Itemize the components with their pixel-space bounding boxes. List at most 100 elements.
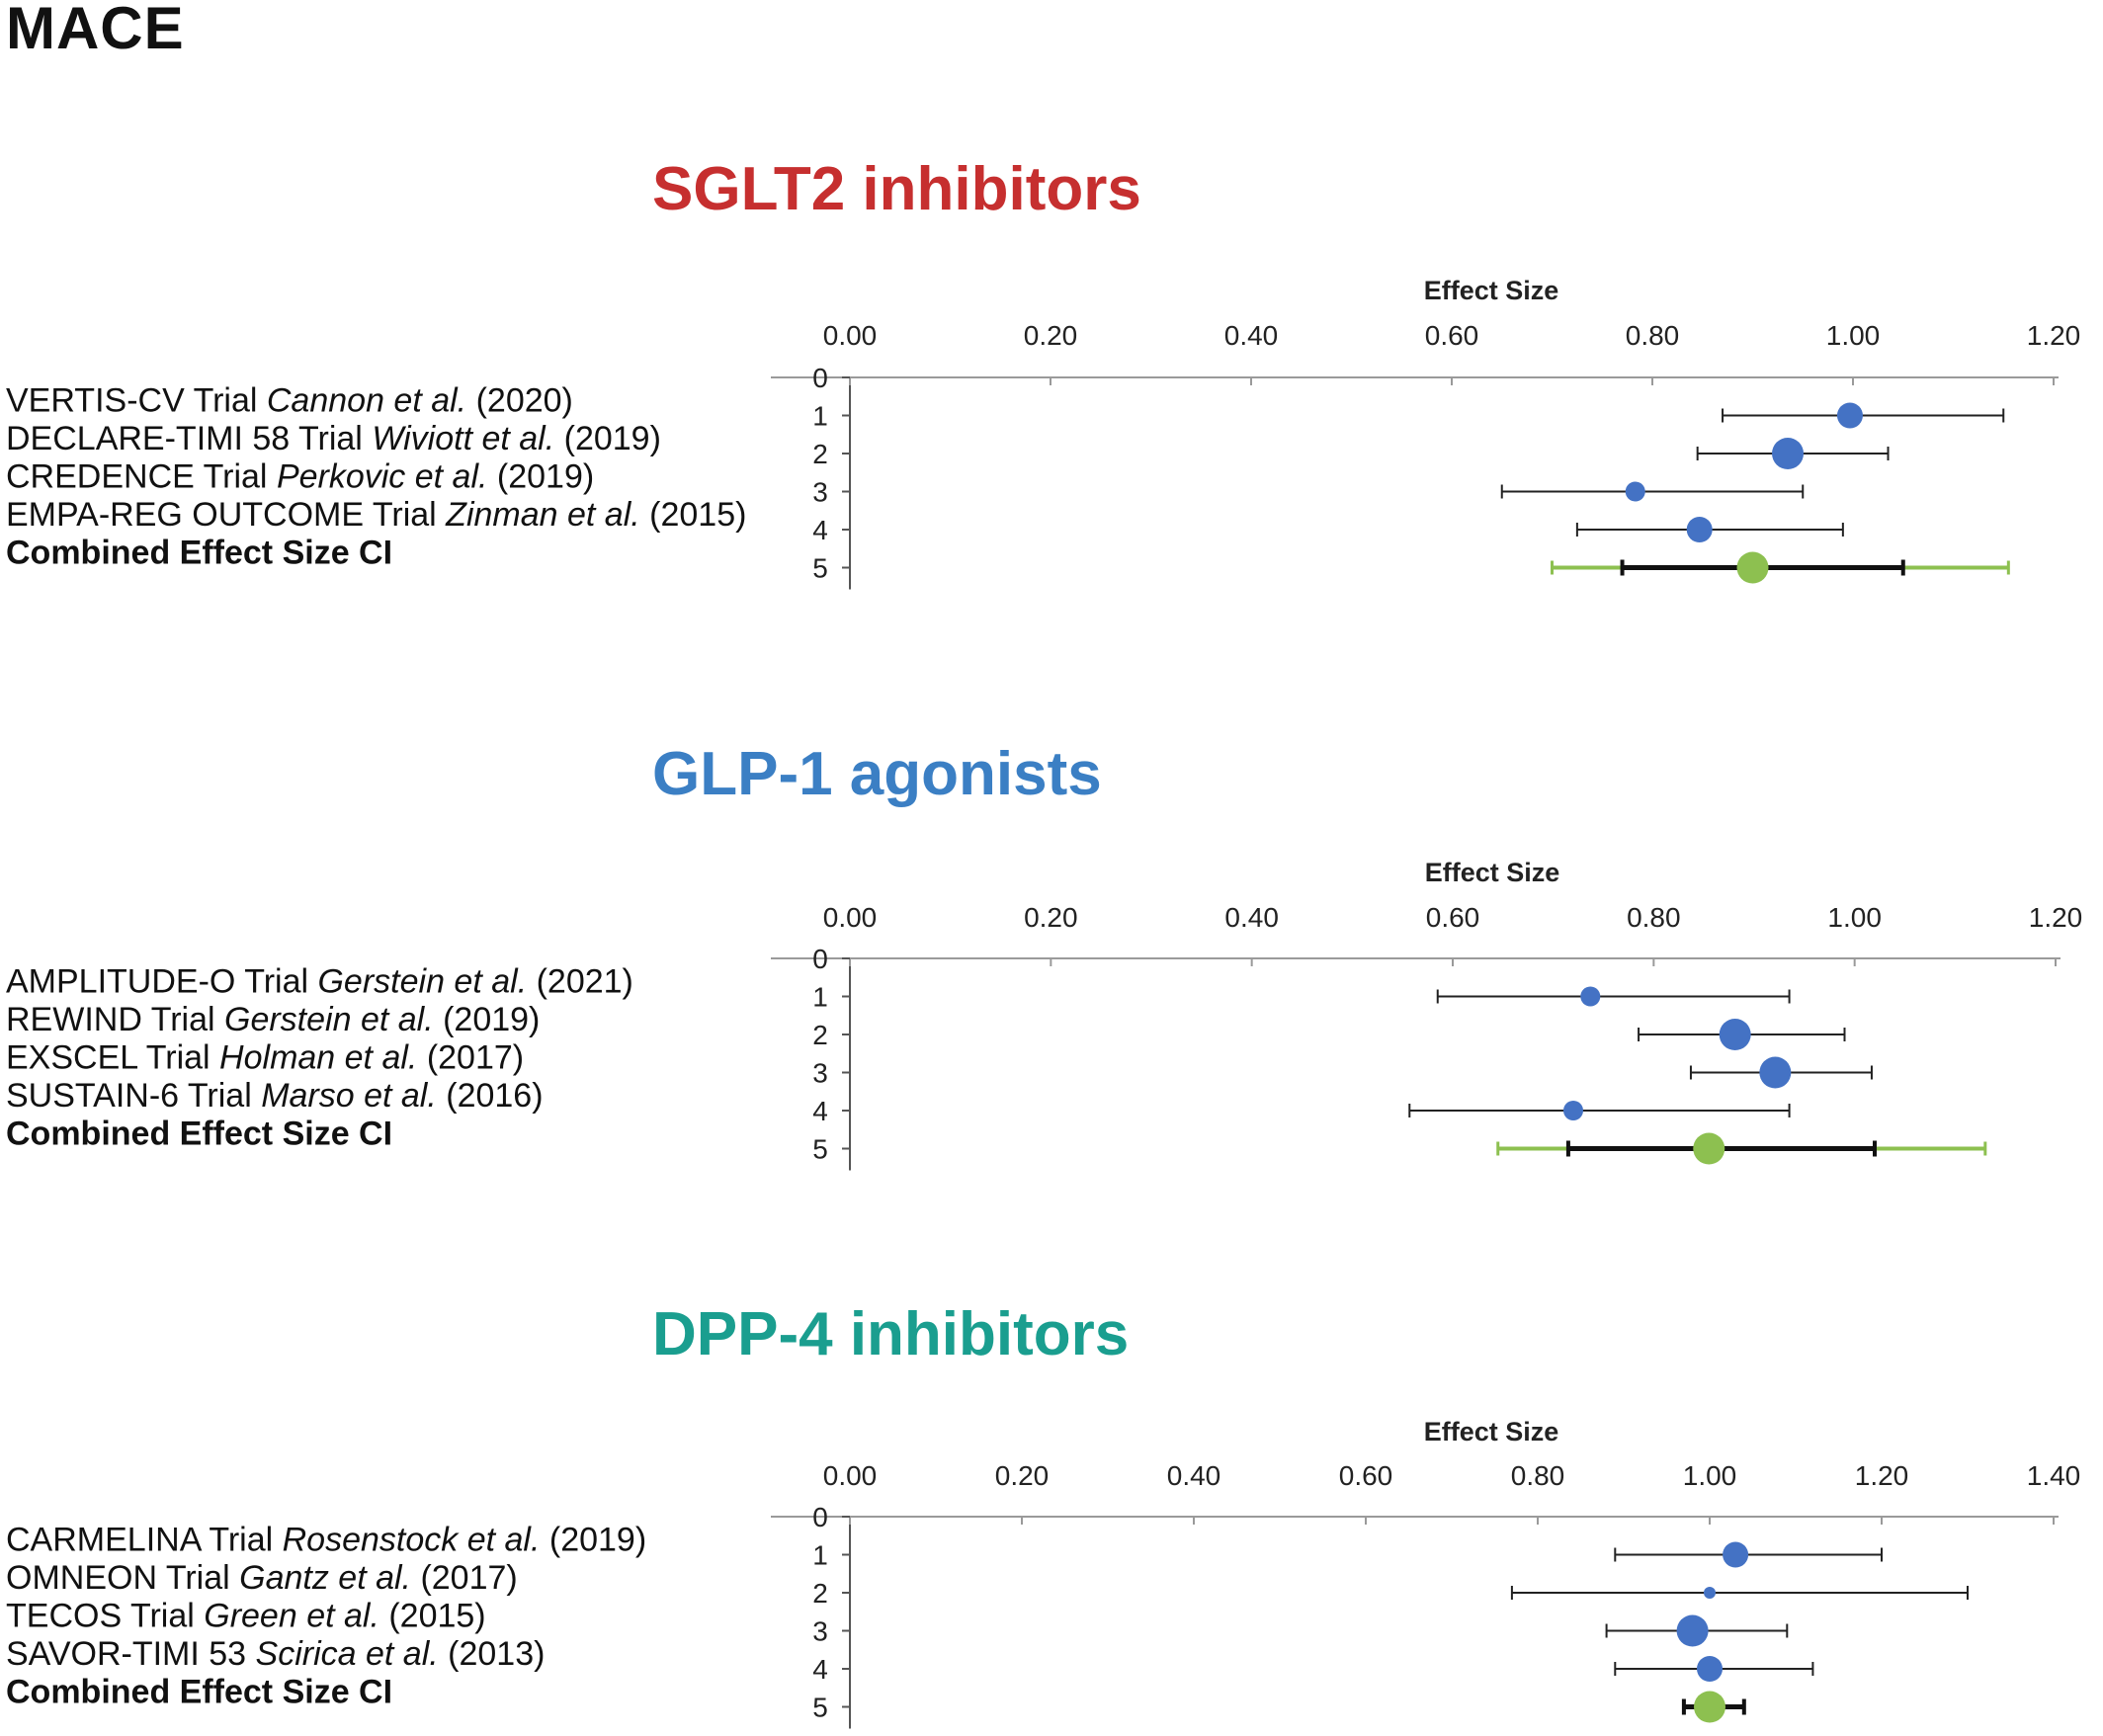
y-tick-label: 2 (812, 1020, 828, 1050)
combined-effect-point (1736, 551, 1769, 584)
label-name: OMNEON Trial (6, 1559, 239, 1597)
label-authors: Perkovic et al. (277, 458, 488, 496)
x-axis-label: Effect Size (1425, 858, 1560, 887)
x-tick-label: 0.00 (823, 1460, 878, 1491)
y-tick-label: 3 (812, 477, 828, 508)
x-tick-label: 0.80 (1626, 320, 1680, 351)
x-tick-label: 0.60 (1426, 902, 1480, 933)
effect-point (1697, 1656, 1723, 1682)
y-tick-label: 4 (812, 515, 828, 545)
x-tick-label: 0.20 (1024, 320, 1078, 351)
effect-point (1723, 1541, 1749, 1568)
label-name: SAVOR-TIMI 53 (6, 1635, 256, 1673)
label-name: EXSCEL Trial (6, 1039, 219, 1077)
label-name: Combined Effect Size CI (6, 1674, 392, 1711)
combined-row: Combined Effect Size CI (6, 1116, 1987, 1165)
study-row: REWIND Trial Gerstein et al. (2019) (6, 1001, 1846, 1050)
x-tick-label: 0.80 (1511, 1460, 1565, 1491)
study-row: AMPLITUDE-O Trial Gerstein et al. (2021) (6, 963, 1791, 1007)
panel-title: DPP-4 inhibitors (652, 1300, 1129, 1368)
combined-row: Combined Effect Size CI (6, 1674, 1746, 1723)
study-row: EMPA-REG OUTCOME Trial Zinman et al. (20… (6, 496, 1844, 542)
label-name: EMPA-REG OUTCOME Trial (6, 496, 446, 534)
label-year: (2013) (439, 1635, 546, 1673)
label-authors: Gerstein et al. (317, 963, 527, 1001)
effect-point (1836, 402, 1863, 429)
x-tick-label: 0.60 (1339, 1460, 1393, 1491)
effect-point (1759, 1056, 1792, 1089)
label-year: (2021) (527, 963, 633, 1001)
y-tick-label: 5 (812, 1134, 828, 1165)
x-tick-label: 1.20 (1855, 1460, 1909, 1491)
combined-label: Combined Effect Size CI (6, 1674, 392, 1711)
combined-label: Combined Effect Size CI (6, 1116, 392, 1153)
x-tick-label: 1.20 (2027, 320, 2081, 351)
study-label: OMNEON Trial Gantz et al. (2017) (6, 1559, 518, 1597)
label-year: (2019) (434, 1001, 541, 1038)
x-tick-label: 1.00 (1827, 902, 1882, 933)
study-row: CREDENCE Trial Perkovic et al. (2019) (6, 458, 1805, 502)
y-tick-label: 5 (812, 1693, 828, 1723)
label-name: DECLARE-TIMI 58 Trial (6, 420, 372, 457)
y-tick-label: 5 (812, 553, 828, 584)
effect-point (1719, 1019, 1751, 1050)
study-label: SAVOR-TIMI 53 Scirica et al. (2013) (6, 1635, 545, 1673)
study-label: DECLARE-TIMI 58 Trial Wiviott et al. (20… (6, 420, 661, 457)
y-tick-label: 4 (812, 1096, 828, 1126)
x-tick-label: 0.00 (823, 320, 878, 351)
effect-point (1625, 481, 1645, 502)
x-tick-label: 1.20 (2029, 902, 2083, 933)
label-authors: Rosenstock et al. (283, 1522, 541, 1559)
label-authors: Scirica et al. (256, 1635, 439, 1673)
chart-panel-1: SGLT2 inhibitors Effect Size 0.00 0.20 0.40 0… (6, 155, 2080, 590)
label-authors: Gerstein et al. (224, 1001, 434, 1038)
label-name: REWIND Trial (6, 1001, 224, 1038)
label-authors: Marso et al. (261, 1077, 437, 1115)
y-tick-label: 2 (812, 439, 828, 469)
study-row: DECLARE-TIMI 58 Trial Wiviott et al. (20… (6, 420, 1890, 469)
y-tick-label: 2 (812, 1578, 828, 1609)
combined-row: Combined Effect Size CI (6, 535, 2010, 584)
x-tick-label: 1.00 (1826, 320, 1881, 351)
label-year: (2016) (437, 1077, 544, 1115)
panel-title: GLP-1 agonists (652, 740, 1102, 808)
y-tick-label: 4 (812, 1654, 828, 1685)
label-authors: Gantz et al. (239, 1559, 411, 1597)
label-year: (2017) (417, 1039, 524, 1077)
study-label: AMPLITUDE-O Trial Gerstein et al. (2021) (6, 963, 633, 1001)
y-tick-label: 1 (812, 982, 828, 1013)
x-tick-label: 1.00 (1683, 1460, 1737, 1491)
y-tick-label: 0 (812, 1502, 828, 1532)
effect-point (1772, 438, 1805, 469)
x-tick-label: 0.60 (1425, 320, 1479, 351)
label-name: Combined Effect Size CI (6, 535, 392, 572)
study-row: SAVOR-TIMI 53 Scirica et al. (2013) (6, 1635, 1814, 1682)
figure-title: MACE (6, 0, 185, 61)
study-label: REWIND Trial Gerstein et al. (2019) (6, 1001, 540, 1038)
combined-label: Combined Effect Size CI (6, 535, 392, 572)
label-year: (2019) (554, 420, 661, 457)
label-name: CARMELINA Trial (6, 1522, 283, 1559)
label-name: TECOS Trial (6, 1598, 204, 1635)
y-tick-label: 3 (812, 1058, 828, 1089)
x-tick-label: 0.80 (1627, 902, 1681, 933)
study-row: CARMELINA Trial Rosenstock et al. (2019) (6, 1522, 1883, 1568)
study-row: OMNEON Trial Gantz et al. (2017) (6, 1559, 1969, 1600)
effect-point (1580, 986, 1601, 1007)
x-tick-label: 1.40 (2027, 1460, 2081, 1491)
effect-point (1676, 1614, 1709, 1647)
label-authors: Cannon et al. (267, 382, 466, 420)
study-label: CARMELINA Trial Rosenstock et al. (2019) (6, 1522, 646, 1559)
label-authors: Zinman et al. (445, 496, 640, 534)
study-row: EXSCEL Trial Holman et al. (2017) (6, 1039, 1873, 1089)
label-year: (2015) (640, 496, 747, 534)
x-tick-label: 0.20 (995, 1460, 1050, 1491)
study-label: TECOS Trial Green et al. (2015) (6, 1598, 486, 1635)
label-year: (2020) (466, 382, 573, 420)
combined-effect-point (1694, 1691, 1725, 1723)
effect-point (1704, 1587, 1716, 1599)
chart-panel-2: GLP-1 agonists Effect Size 0.00 0.20 0.40 0.6… (6, 740, 2082, 1171)
x-axis-label: Effect Size (1424, 1417, 1559, 1447)
study-label: VERTIS-CV Trial Cannon et al. (2020) (6, 382, 573, 420)
